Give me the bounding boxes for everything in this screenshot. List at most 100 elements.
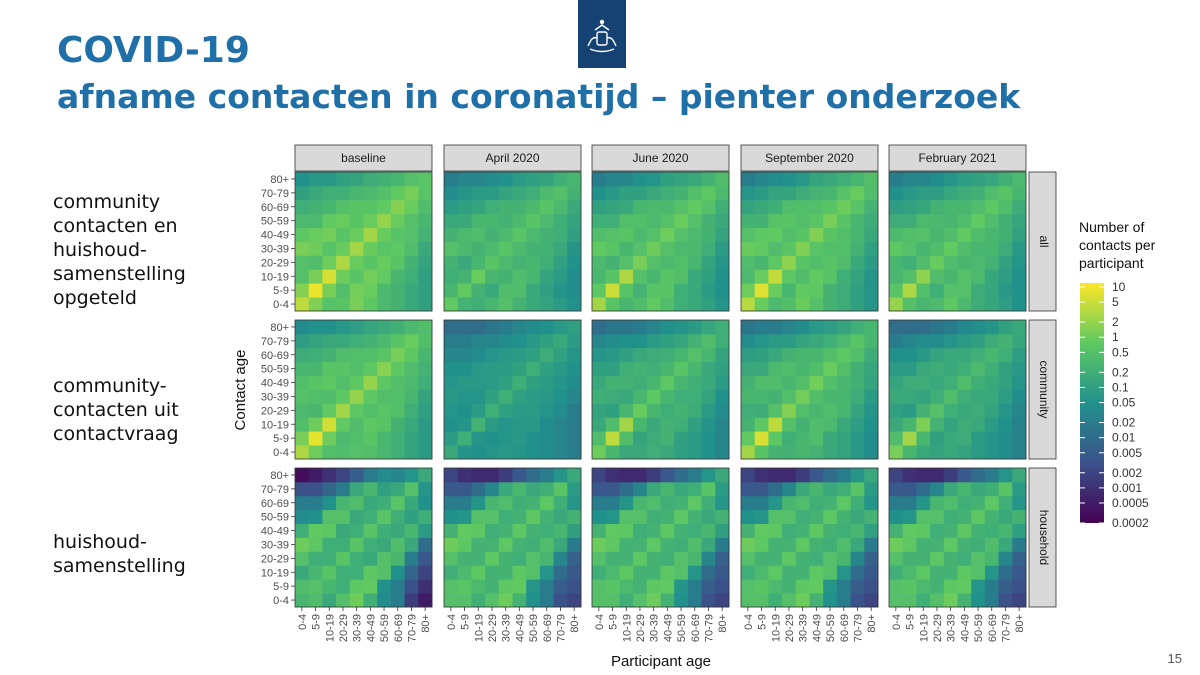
heatmap-cell (864, 227, 879, 242)
heatmap-cell (605, 255, 620, 270)
heatmap-cell (998, 185, 1013, 201)
heatmap-cell (768, 579, 783, 594)
heatmap-cell (512, 199, 527, 215)
heatmap-cell (836, 537, 851, 552)
heatmap-cell (567, 481, 582, 497)
heatmap-cell (349, 283, 364, 298)
heatmap-cell (390, 297, 405, 312)
heatmap-cell (512, 375, 527, 390)
heatmap-cell (864, 255, 879, 270)
heatmap-cell (943, 551, 958, 566)
heatmap-cell (363, 509, 378, 524)
heatmap-cell (553, 445, 568, 460)
heatmap-cell (754, 593, 769, 608)
heatmap-cell (687, 579, 702, 594)
panel-border (888, 171, 1027, 312)
heatmap-cell (485, 375, 500, 390)
heatmap-cell (741, 495, 756, 511)
heatmap-cell (567, 333, 582, 349)
heatmap-cell (1012, 361, 1027, 376)
facet-strip-label: baseline (341, 151, 386, 165)
heatmap-cell (930, 468, 945, 483)
heatmap-cell (404, 495, 419, 511)
heatmap-cell (363, 495, 378, 511)
heatmap-cell (902, 431, 917, 446)
heatmap-cell (592, 468, 607, 483)
facet-row-strip (1028, 319, 1057, 460)
heatmap-cell (322, 565, 337, 580)
heatmap-cell (754, 403, 769, 418)
heatmap-cell (322, 227, 337, 242)
heatmap-cell (418, 172, 433, 187)
heatmap-cell (512, 269, 527, 284)
heatmap-cell (646, 565, 661, 580)
heatmap-cell (605, 417, 620, 432)
heatmap-cell (850, 468, 865, 483)
heatmap-cell (741, 320, 756, 335)
heatmap-cell (619, 417, 634, 432)
heatmap-cell (1012, 468, 1027, 483)
heatmap-cell (567, 255, 582, 270)
heatmap-cell (674, 227, 689, 242)
heatmap-cell (809, 445, 824, 460)
x-tick-label: 60-69 (839, 614, 851, 642)
x-tick-label: 50-59 (676, 614, 688, 642)
heatmap-cell (836, 347, 851, 363)
heatmap-cell (701, 283, 716, 298)
heatmap-cell (795, 255, 810, 270)
heatmap-cell (363, 565, 378, 580)
heatmap-cell (687, 361, 702, 376)
heatmap-cell (322, 579, 337, 594)
facet-strip-label: June 2020 (632, 151, 688, 165)
heatmap-cell (701, 199, 716, 215)
heatmap-cell (889, 509, 904, 524)
heatmap-cell (390, 565, 405, 580)
heatmap-cell (864, 431, 879, 446)
heatmap-cell (295, 445, 310, 460)
heatmap-cell (754, 523, 769, 538)
heatmap-cell (795, 523, 810, 538)
heatmap-cell (889, 320, 904, 335)
heatmap-cell (457, 320, 472, 335)
heatmap-cell (526, 347, 541, 363)
heatmap-cell (308, 269, 323, 284)
heatmap-cell (512, 565, 527, 580)
heatmap-cell (390, 361, 405, 376)
heatmap-cell (809, 199, 824, 215)
heatmap-cell (619, 389, 634, 404)
heatmap-cell (390, 481, 405, 497)
heatmap-cell (363, 537, 378, 552)
heatmap-cell (754, 565, 769, 580)
x-tick-label: 10-19 (770, 614, 782, 642)
heatmap-cell (660, 199, 675, 215)
heatmap-cell (308, 297, 323, 312)
heatmap-cell (971, 269, 986, 284)
heatmap-cell (768, 523, 783, 538)
heatmap-cell (795, 565, 810, 580)
heatmap-cell (404, 241, 419, 256)
heatmap-cell (957, 375, 972, 390)
heatmap-cell (539, 199, 554, 215)
heatmap-cell (619, 361, 634, 376)
heatmap-cell (768, 495, 783, 511)
heatmap-cell (498, 185, 513, 201)
heatmap-cell (390, 523, 405, 538)
heatmap-cell (322, 523, 337, 538)
heatmap-cell (336, 481, 351, 497)
heatmap-cell (418, 495, 433, 511)
heatmap-cell (741, 199, 756, 215)
facet-strip-label: April 2020 (485, 151, 539, 165)
heatmap-cell (674, 361, 689, 376)
heatmap-cell (715, 333, 730, 349)
heatmap-cell (715, 199, 730, 215)
heatmap-cell (687, 565, 702, 580)
heatmap-cell (605, 269, 620, 284)
y-tick-label: 20-29 (261, 257, 289, 269)
heatmap-cell (971, 213, 986, 228)
heatmap-cell (850, 389, 865, 404)
heatmap-cell (457, 347, 472, 363)
heatmap-cell (782, 241, 797, 256)
heatmap-cell (539, 283, 554, 298)
heatmap-cell (485, 495, 500, 511)
heatmap-cell (754, 431, 769, 446)
